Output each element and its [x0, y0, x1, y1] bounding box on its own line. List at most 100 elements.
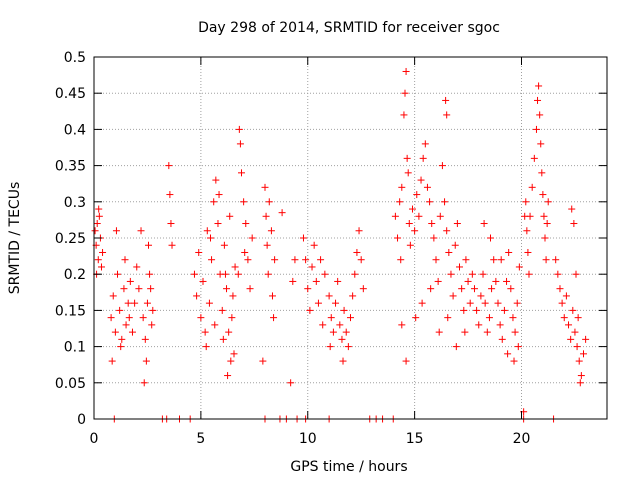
data-point: [199, 277, 207, 285]
data-point: [434, 277, 442, 285]
data-point: [148, 321, 156, 329]
data-point: [496, 321, 504, 329]
data-point: [357, 256, 365, 264]
data-point: [314, 299, 322, 307]
data-point: [304, 285, 312, 293]
data-point: [398, 183, 406, 191]
data-point: [228, 314, 236, 322]
x-tick-label: 5: [196, 431, 205, 447]
data-point: [475, 321, 483, 329]
data-point: [278, 209, 286, 217]
data-point: [435, 328, 443, 336]
data-point: [359, 285, 367, 293]
data-point: [413, 191, 421, 199]
data-point: [582, 335, 590, 343]
data-point: [212, 176, 220, 184]
data-point: [121, 256, 129, 264]
data-point: [567, 335, 575, 343]
data-point: [490, 256, 498, 264]
data-point: [355, 227, 363, 235]
data-point: [168, 241, 176, 249]
data-point: [264, 270, 272, 278]
data-point: [353, 248, 361, 256]
y-tick-label: 0.15: [55, 303, 86, 319]
data-point: [240, 198, 248, 206]
data-point: [270, 314, 278, 322]
data-point: [402, 357, 410, 365]
data-point: [532, 125, 540, 133]
data-point: [554, 270, 562, 278]
data-point: [114, 270, 122, 278]
data-point: [263, 241, 271, 249]
data-point: [131, 299, 139, 307]
data-point: [504, 350, 512, 358]
data-point: [526, 212, 534, 220]
data-point: [487, 234, 495, 242]
data-point: [468, 270, 476, 278]
data-point: [481, 299, 489, 307]
data-point: [334, 277, 342, 285]
data-point: [230, 350, 238, 358]
data-point: [133, 263, 141, 271]
data-point: [524, 248, 532, 256]
data-point: [122, 321, 130, 329]
data-point: [220, 241, 228, 249]
data-point: [229, 292, 237, 300]
data-point: [111, 328, 119, 336]
data-point: [511, 328, 519, 336]
data-point: [291, 256, 299, 264]
data-point: [339, 357, 347, 365]
data-point: [321, 270, 329, 278]
data-point: [479, 270, 487, 278]
data-point: [289, 277, 297, 285]
data-point: [349, 292, 357, 300]
data-point: [94, 256, 102, 264]
data-point: [403, 154, 411, 162]
data-point: [556, 285, 564, 293]
data-point: [541, 234, 549, 242]
ticks-layer: 0 0.05 0.1 0.15 0.2 0.25 0.3 0.35 0.4 0.45 0.5 0 5 10…: [55, 50, 607, 447]
data-point: [95, 212, 103, 220]
data-point: [498, 335, 506, 343]
data-point: [470, 285, 478, 293]
y-tick-label: 0.2: [64, 267, 86, 283]
data-point: [329, 328, 337, 336]
data-point: [306, 306, 314, 314]
data-point: [426, 198, 434, 206]
data-point: [139, 314, 147, 322]
data-point: [441, 198, 449, 206]
data-point: [536, 111, 544, 119]
data-point: [225, 328, 233, 336]
y-tick-label: 0.25: [55, 231, 86, 247]
data-point: [117, 343, 125, 351]
data-point: [438, 162, 446, 170]
data-point: [436, 212, 444, 220]
data-point: [140, 379, 148, 387]
data-point: [451, 241, 459, 249]
data-point: [120, 285, 128, 293]
data-point: [507, 285, 515, 293]
data-point: [109, 292, 117, 300]
data-point: [452, 343, 460, 351]
data-point: [558, 299, 566, 307]
data-point: [494, 299, 502, 307]
data-point: [449, 292, 457, 300]
data-point: [141, 335, 149, 343]
data-point: [244, 256, 252, 264]
data-point: [202, 343, 210, 351]
data-point: [572, 270, 580, 278]
data-point: [443, 111, 451, 119]
data-point: [203, 227, 211, 235]
data-point: [505, 248, 513, 256]
points-layer: [91, 67, 590, 423]
data-point: [535, 82, 543, 90]
data-point: [525, 270, 533, 278]
data-point: [543, 220, 551, 228]
data-point: [351, 270, 359, 278]
data-point: [267, 227, 275, 235]
data-point: [195, 248, 203, 256]
data-point: [570, 220, 578, 228]
x-tick-label: 0: [90, 431, 99, 447]
data-point: [421, 140, 429, 148]
grid-layer: [94, 57, 607, 419]
